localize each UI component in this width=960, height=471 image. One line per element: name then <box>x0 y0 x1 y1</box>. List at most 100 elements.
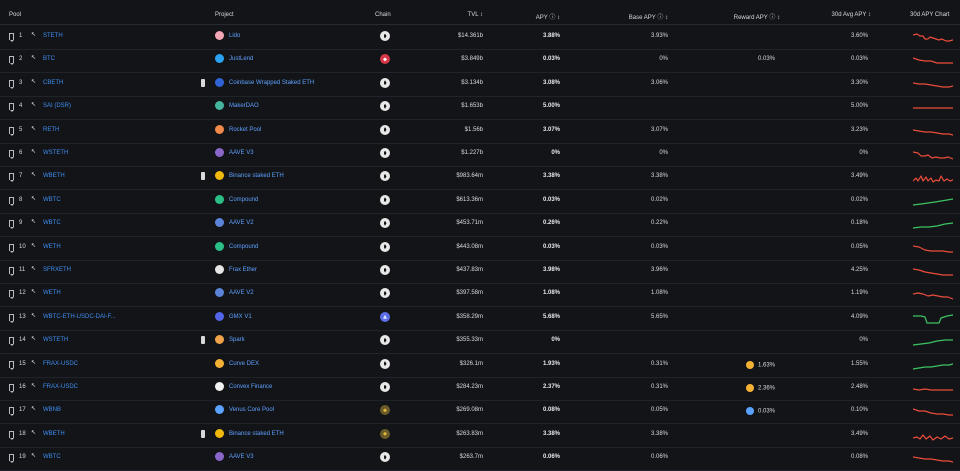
bookmark-icon[interactable] <box>9 196 14 206</box>
header-30d-avg-apy[interactable]: 30d Avg APY ↕ <box>831 12 871 18</box>
project-link[interactable]: Compound <box>229 196 259 203</box>
project-link[interactable]: AAVE V3 <box>229 150 254 156</box>
project-link[interactable]: Binance staked ETH <box>229 430 284 437</box>
table-row[interactable]: 9 ↖ WBTC AAVE V2 $453.71m 0.26% 0.22% 0.… <box>0 213 960 238</box>
pool-symbol-link[interactable]: WBETH <box>43 173 65 180</box>
chain-icon[interactable] <box>380 54 390 65</box>
pool-symbol-link[interactable]: SAI (DSR) <box>43 103 72 110</box>
pool-symbol-link[interactable]: RETH <box>43 126 60 133</box>
pool-symbol-link[interactable]: FRAX-USDC <box>43 384 79 390</box>
table-row[interactable]: 10 ↖ WETH Compound $443.08m 0.03% 0.03% … <box>0 237 960 261</box>
bookmark-icon[interactable] <box>9 337 14 347</box>
pool-symbol-link[interactable]: WBTC <box>43 196 61 203</box>
pool-symbol-link[interactable]: WBTC <box>43 454 61 461</box>
table-row[interactable]: 5 ↖ RETH Rocket Pool $1.56b 3.07% 3.07% … <box>0 120 960 144</box>
chain-icon[interactable] <box>380 311 390 322</box>
bookmark-icon[interactable] <box>9 313 14 323</box>
header-base-apy[interactable]: Base APY ⓘ ↕ <box>628 15 668 21</box>
pool-symbol-link[interactable]: BTC <box>43 56 55 63</box>
bookmark-icon[interactable] <box>9 150 14 159</box>
table-row[interactable]: 4 ↖ SAI (DSR) MakerDAO $1.653b 5.00% 5.0… <box>0 96 960 121</box>
chain-icon[interactable] <box>380 405 390 416</box>
chain-icon[interactable] <box>380 171 390 182</box>
table-row[interactable]: 14 ↖ WSTETH Spark $355.33m 0% 0% <box>0 330 960 355</box>
bookmark-icon[interactable] <box>9 79 14 89</box>
pool-symbol-link[interactable]: WBTC-ETH-USDC-DAI-F... <box>43 313 116 320</box>
bookmark-icon[interactable] <box>9 173 14 183</box>
bookmark-icon[interactable] <box>9 33 14 42</box>
table-row[interactable]: 1 ↖ STETH Lido $14.361b 3.88% 3.93% 3.60… <box>0 26 960 50</box>
table-row[interactable]: 8 ↖ WBTC Compound $613.36m 0.03% 0.02% 0… <box>0 190 960 214</box>
project-link[interactable]: Venus Core Pool <box>229 407 275 414</box>
bookmark-icon[interactable] <box>9 430 14 440</box>
pool-symbol-link[interactable]: WBNB <box>43 407 61 414</box>
table-row[interactable]: 19 ↖ WBTC AAVE V3 $263.7m 0.06% 0.06% 0.… <box>0 447 960 471</box>
project-link[interactable]: Frax Ether <box>229 267 258 273</box>
chain-icon[interactable] <box>380 148 390 158</box>
bookmark-icon[interactable] <box>9 220 14 230</box>
table-row[interactable]: 16 ↖ FRAX-USDC Convex Finance $284.23m 2… <box>0 377 960 401</box>
pool-symbol-link[interactable]: WSTETH <box>43 337 69 344</box>
project-link[interactable]: AAVE V3 <box>229 454 254 461</box>
bookmark-icon[interactable] <box>9 360 14 370</box>
header-reward-apy[interactable]: Reward APY ⓘ ↕ <box>733 15 780 21</box>
pool-symbol-link[interactable]: CBETH <box>43 79 64 86</box>
project-link[interactable]: Convex Finance <box>229 384 273 390</box>
table-row[interactable]: 2 ↖ BTC JustLend $3.849b 0.03% 0% 0.03% … <box>0 49 960 74</box>
chain-icon[interactable] <box>380 452 390 463</box>
chain-icon[interactable] <box>380 124 390 135</box>
project-link[interactable]: JustLend <box>229 56 254 63</box>
pool-symbol-link[interactable]: STETH <box>43 33 63 39</box>
project-link[interactable]: Rocket Pool <box>229 126 262 133</box>
bookmark-icon[interactable] <box>9 290 14 300</box>
table-row[interactable]: 12 ↖ WETH AAVE V2 $397.58m 1.08% 1.08% 1… <box>0 283 960 308</box>
project-link[interactable]: Coinbase Wrapped Staked ETH <box>229 79 315 86</box>
project-link[interactable]: AAVE V2 <box>229 220 254 227</box>
header-tvl[interactable]: TVL ↕ <box>467 12 483 18</box>
bookmark-icon[interactable] <box>9 103 14 113</box>
table-row[interactable]: 13 ↖ WBTC-ETH-USDC-DAI-F... GMX V1 $358.… <box>0 307 960 331</box>
pool-symbol-link[interactable]: WBETH <box>43 430 65 437</box>
bookmark-icon[interactable] <box>9 384 14 393</box>
project-link[interactable]: AAVE V2 <box>229 290 254 297</box>
table-row[interactable]: 15 ↖ FRAX-USDC Curve DEX $326.1m 1.93% 0… <box>0 354 960 378</box>
chain-icon[interactable] <box>380 358 390 369</box>
chain-icon[interactable] <box>380 335 390 346</box>
bookmark-icon[interactable] <box>9 56 14 66</box>
chain-icon[interactable] <box>380 218 390 229</box>
chain-icon[interactable] <box>380 288 390 299</box>
bookmark-icon[interactable] <box>9 407 14 417</box>
bookmark-icon[interactable] <box>9 267 14 276</box>
header-apy[interactable]: APY ⓘ ↕ <box>535 15 560 21</box>
bookmark-icon[interactable] <box>9 243 14 253</box>
chain-icon[interactable] <box>380 194 390 205</box>
project-link[interactable]: Binance staked ETH <box>229 173 284 180</box>
table-row[interactable]: 17 ↖ WBNB Venus Core Pool $269.08m 0.08%… <box>0 400 960 425</box>
header-chain[interactable]: Chain <box>375 12 391 18</box>
header-pool[interactable]: Pool <box>9 12 22 18</box>
pool-symbol-link[interactable]: WETH <box>43 243 61 250</box>
table-row[interactable]: 6 ↖ WSTETH AAVE V3 $1.227b 0% 0% 0% <box>0 143 960 167</box>
chain-icon[interactable] <box>380 428 390 439</box>
bookmark-icon[interactable] <box>9 454 14 464</box>
chain-icon[interactable] <box>380 241 390 252</box>
project-link[interactable]: Spark <box>229 337 245 344</box>
chain-icon[interactable] <box>380 31 390 41</box>
project-link[interactable]: Curve DEX <box>229 360 260 367</box>
table-row[interactable]: 11 ↖ SFRXETH Frax Ether $437.83m 3.98% 3… <box>0 260 960 284</box>
table-row[interactable]: 3 ↖ CBETH Coinbase Wrapped Staked ETH $3… <box>0 73 960 97</box>
pool-symbol-link[interactable]: WETH <box>43 290 61 297</box>
table-row[interactable]: 7 ↖ WBETH Binance staked ETH $983.64m 3.… <box>0 166 960 191</box>
table-row[interactable]: 18 ↖ WBETH Binance staked ETH $263.83m 3… <box>0 424 960 448</box>
pool-symbol-link[interactable]: WSTETH <box>43 150 69 156</box>
chain-icon[interactable] <box>380 382 390 392</box>
bookmark-icon[interactable] <box>9 126 14 136</box>
header-project[interactable]: Project <box>215 12 234 18</box>
project-link[interactable]: MakerDAO <box>229 103 259 110</box>
project-link[interactable]: Lido <box>229 33 241 39</box>
chain-icon[interactable] <box>380 265 390 275</box>
project-link[interactable]: Compound <box>229 243 259 250</box>
pool-symbol-link[interactable]: SFRXETH <box>43 267 72 273</box>
chain-icon[interactable] <box>380 77 390 88</box>
pool-symbol-link[interactable]: FRAX-USDC <box>43 360 79 367</box>
